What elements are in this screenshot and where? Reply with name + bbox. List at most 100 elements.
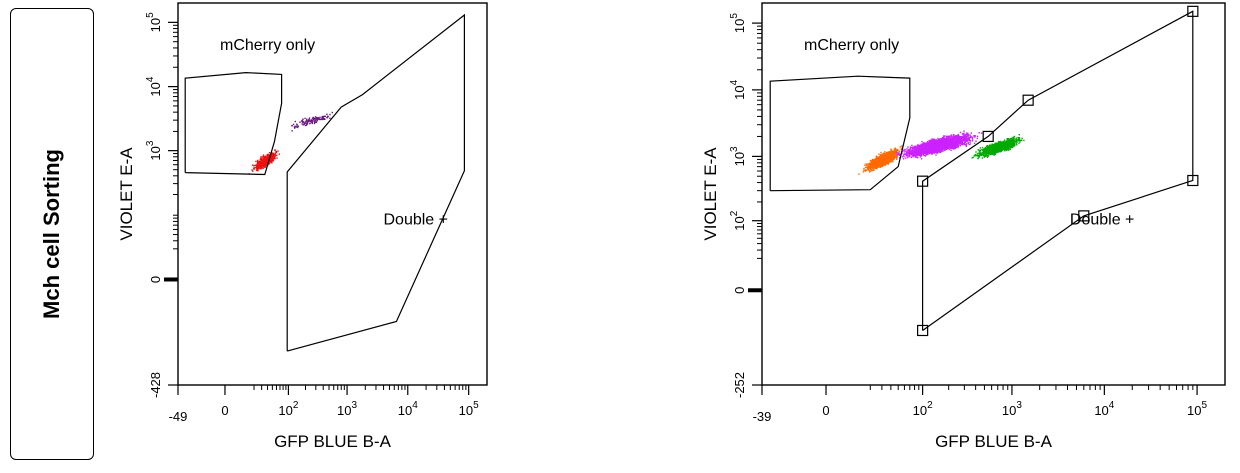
event-dot [899,146,901,148]
event-dot [970,132,973,134]
event-dot [278,153,280,155]
event-dot [291,125,293,127]
event-dot [262,155,264,157]
event-dot [945,137,948,139]
event-dot [955,146,957,149]
event-dot [953,134,955,136]
event-dot [898,153,900,155]
y-tick-label: 0 [148,276,163,283]
event-dot [270,156,273,159]
event-dot [261,160,264,163]
event-dot [306,123,308,126]
event-dot [914,145,916,148]
event-dot [257,159,259,162]
event-dot [265,155,267,157]
event-dot [883,157,885,159]
event-dot [936,150,938,153]
event-dot [895,152,897,154]
event-dot [269,161,271,163]
event-dot [907,150,909,153]
y-axis-label: VIOLET E-A [117,147,136,241]
event-dot [967,132,969,135]
event-dot [884,162,886,164]
event-dot [869,171,871,173]
event-dot [882,157,884,160]
event-dot [260,161,262,164]
event-dot [885,156,887,158]
event-dot [274,152,277,155]
event-dot [935,154,937,156]
event-dot [908,155,911,158]
event-dot [972,136,974,138]
event-dot [880,155,882,158]
event-dot [314,121,316,123]
event-dot [878,157,880,160]
event-dot [874,164,877,166]
event-dot [919,156,921,158]
event-dot [877,166,879,168]
plot-frame [761,2,1226,386]
event-dot [264,163,266,166]
event-dot [888,157,891,159]
event-dot [306,122,308,124]
event-dot [968,138,970,140]
event-dot [258,161,261,163]
event-dot [264,166,267,168]
event-dot [314,120,316,122]
event-dot [887,163,889,165]
event-dot [880,151,882,154]
event-dot [257,166,259,168]
event-dot [872,162,874,164]
event-dot [266,160,268,162]
event-dot [884,164,886,167]
event-dot [886,160,889,163]
event-dot [865,163,867,165]
event-dot [974,135,977,137]
event-dot [873,169,875,171]
event-dot [252,170,254,172]
event-dot [272,156,274,158]
event-dot [942,148,945,150]
event-dot [266,163,268,165]
event-dot [868,166,870,168]
event-dot [884,159,886,161]
event-dot [879,162,881,165]
event-dot [315,117,317,120]
event-dot [323,118,326,120]
event-dot [885,157,888,159]
event-dot [947,135,950,138]
event-dot [868,162,871,165]
event-dot [938,149,940,152]
event-dot [887,158,890,160]
event-dot [910,156,912,159]
event-dot [321,118,324,121]
gate-label-mcherry-only: mCherry only [220,37,315,54]
x-tick-label: -49 [169,409,188,424]
event-dot [265,164,268,167]
event-dot [956,144,959,146]
event-dot [976,137,978,140]
event-dot [872,167,874,169]
event-dot [890,155,892,158]
event-dots [248,111,333,175]
event-dot [322,118,325,120]
event-dots [858,130,1025,175]
event-dot [901,152,903,155]
event-dot [267,160,269,163]
event-dot [976,135,979,138]
event-dot [265,160,267,162]
event-dot [865,169,867,171]
event-dot [277,150,279,152]
x-axis-label: GFP BLUE B-A [274,432,391,451]
event-dot [889,155,891,157]
event-dot [902,150,904,152]
event-dot [884,160,887,163]
event-dot [299,121,301,123]
event-dot [891,158,893,160]
event-dot [272,159,275,161]
event-dot [967,142,969,144]
event-dot [907,156,909,159]
event-dot [959,131,962,134]
event-dot [867,163,869,165]
event-dot [313,122,316,125]
